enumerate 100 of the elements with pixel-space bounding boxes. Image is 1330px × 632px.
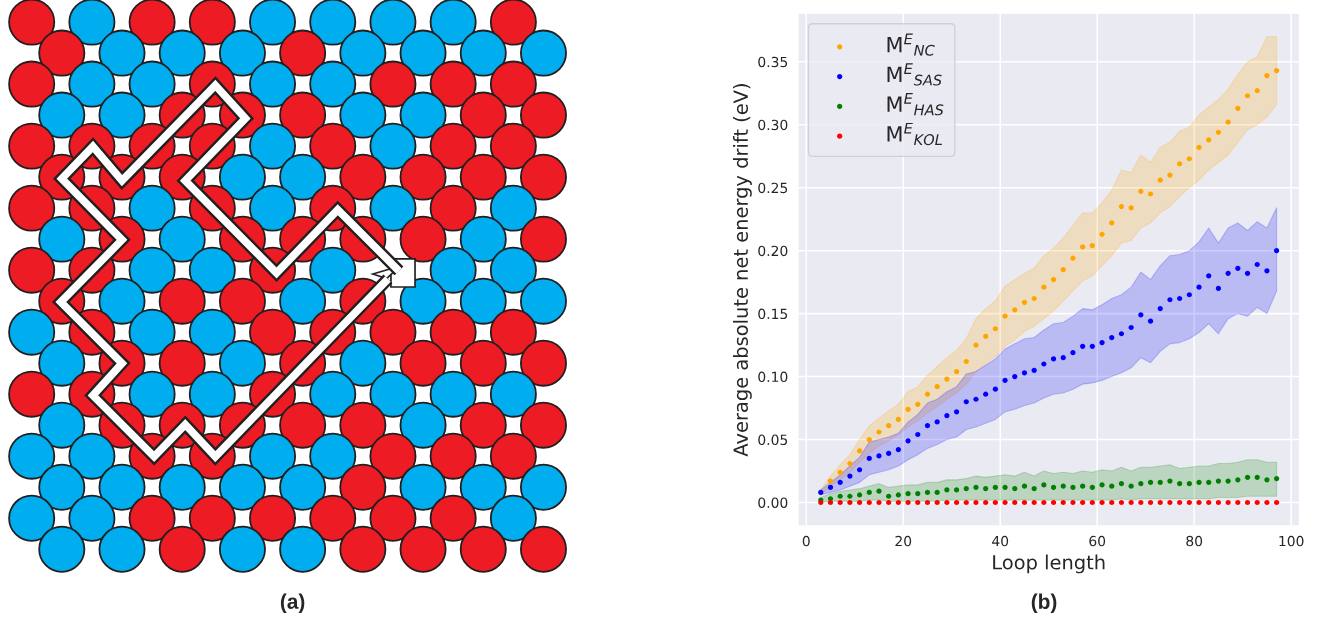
point [895, 416, 901, 423]
point [1254, 499, 1260, 506]
point [1089, 499, 1095, 506]
point [915, 491, 921, 497]
x-tick-label: 100 [1279, 535, 1304, 547]
point [963, 358, 969, 365]
point [924, 391, 931, 397]
point [1177, 499, 1183, 506]
point [973, 499, 979, 506]
point [1167, 172, 1173, 178]
x-axis-title: Loop length [993, 554, 1105, 574]
point [1050, 499, 1057, 506]
point [973, 396, 979, 402]
point [992, 499, 998, 506]
point [1012, 499, 1018, 506]
point [983, 486, 989, 492]
point [1060, 483, 1066, 489]
point [1099, 499, 1105, 506]
point [1274, 248, 1280, 254]
point [1215, 129, 1222, 135]
point [1080, 244, 1086, 250]
point [847, 460, 853, 467]
point [1206, 137, 1212, 143]
point [827, 478, 834, 484]
point [1031, 367, 1037, 373]
point [1128, 499, 1134, 506]
point [886, 493, 892, 499]
point [847, 499, 853, 506]
point [983, 391, 989, 397]
point [905, 491, 911, 497]
point [905, 438, 911, 444]
point [915, 499, 921, 506]
point [837, 493, 843, 499]
point [1196, 144, 1202, 150]
point [1235, 105, 1241, 111]
point [1157, 177, 1163, 183]
point [1167, 297, 1173, 303]
point [1206, 479, 1212, 485]
point [992, 326, 998, 332]
point [827, 484, 834, 491]
point [983, 499, 989, 506]
point [1021, 299, 1028, 305]
point [1050, 356, 1057, 362]
text: (a) [280, 593, 305, 614]
point [992, 386, 998, 392]
point [1041, 284, 1047, 290]
point [1157, 499, 1163, 506]
point [1274, 67, 1280, 74]
point [1264, 73, 1270, 79]
point [944, 413, 950, 419]
point [983, 333, 989, 339]
point [1031, 486, 1037, 492]
point [1060, 499, 1066, 506]
y-tick-label: 0.15 [758, 308, 788, 320]
point [1050, 484, 1057, 491]
point [1264, 268, 1270, 274]
point [934, 489, 940, 496]
point [1089, 243, 1095, 249]
point [1041, 361, 1047, 367]
point [1177, 481, 1183, 487]
point [1012, 486, 1018, 492]
point [837, 469, 843, 475]
point [1138, 188, 1144, 195]
point [1235, 499, 1241, 506]
point [856, 499, 863, 506]
point [1225, 499, 1231, 506]
point [866, 436, 872, 443]
point [1225, 270, 1231, 276]
point [915, 431, 921, 438]
point [953, 409, 960, 415]
x-tick-label: 40 [992, 535, 1009, 547]
point [1215, 285, 1222, 292]
point [963, 399, 969, 405]
point [1225, 119, 1231, 125]
point [886, 499, 892, 506]
point [1109, 220, 1115, 226]
point [1186, 292, 1192, 298]
point [1167, 478, 1173, 484]
point [944, 487, 950, 493]
point [1089, 484, 1095, 491]
legend-label: M$^{E}$$_{KOL}$ [887, 122, 942, 146]
x-tick-label: 80 [1186, 535, 1203, 547]
point [1031, 499, 1037, 506]
point [1041, 482, 1047, 488]
point [866, 455, 872, 462]
y-tick-label: 0.00 [758, 497, 788, 508]
point [1186, 481, 1192, 487]
point [856, 467, 863, 473]
point [856, 492, 863, 498]
point [953, 499, 960, 506]
point [1138, 499, 1144, 506]
point [924, 499, 931, 506]
point [1274, 499, 1280, 506]
point [1021, 370, 1028, 376]
point [973, 342, 979, 348]
point [1099, 482, 1105, 488]
point [1060, 266, 1066, 273]
point [1206, 273, 1212, 279]
point [1147, 191, 1154, 197]
x-tick-label: 0 [802, 535, 810, 547]
